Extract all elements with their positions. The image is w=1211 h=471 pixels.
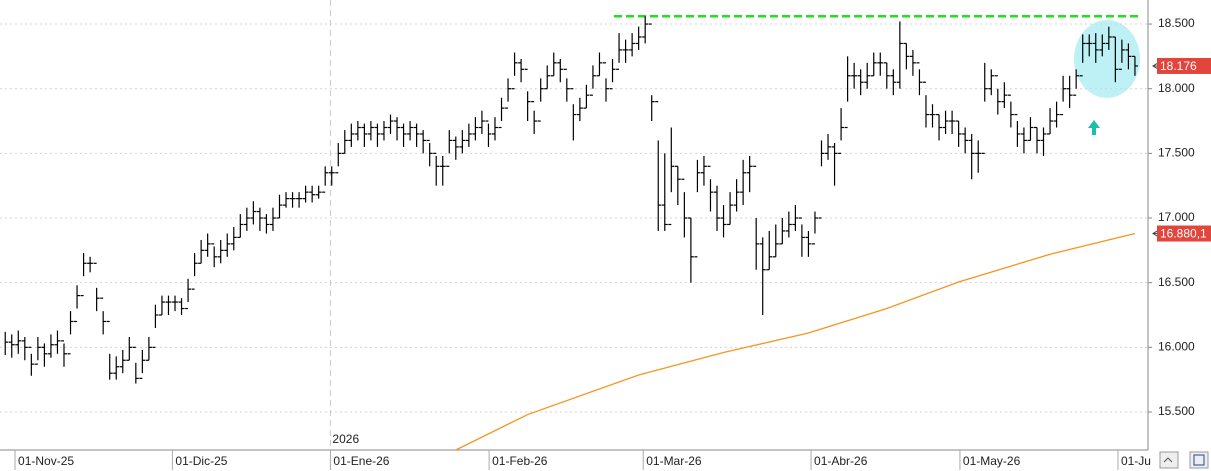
y-tick-label: 17.000: [1158, 210, 1195, 224]
price-label-box: [1157, 225, 1211, 242]
x-tick-label: 01-May-26: [963, 454, 1021, 468]
zoom-button[interactable]: [1159, 451, 1179, 469]
save-button[interactable]: [1189, 451, 1209, 469]
x-tick-label: 01-Mar-26: [646, 454, 702, 468]
y-tick-label: 15.500: [1158, 404, 1195, 418]
x-tick-label: 01-Ju: [1121, 454, 1151, 468]
y-tick-label: 16.000: [1158, 339, 1195, 353]
y-tick-label: 17.500: [1158, 146, 1195, 160]
x-tick-label: 01-Ene-26: [333, 454, 389, 468]
save-icon: [1193, 454, 1205, 466]
x-tick-label: 01-Abr-26: [814, 454, 868, 468]
y-tick-label: 16.500: [1158, 275, 1195, 289]
x-tick-label: 01-Nov-25: [18, 454, 74, 468]
year-label: 2026: [332, 432, 359, 446]
highlight-circle: [1074, 20, 1140, 98]
x-tick-label: 01-Feb-26: [492, 454, 548, 468]
x-tick-label: 01-Dic-25: [175, 454, 227, 468]
arrow-annotation: [1088, 120, 1100, 135]
price-label: 16.880,1: [1160, 227, 1207, 241]
price-label: 18.176: [1160, 59, 1197, 73]
y-tick-label: 18.000: [1158, 81, 1195, 95]
moving-average: [455, 232, 1136, 451]
zoom-icon: [1163, 457, 1173, 463]
price-label-box: [1157, 57, 1211, 74]
y-tick-label: 18.500: [1158, 16, 1195, 30]
